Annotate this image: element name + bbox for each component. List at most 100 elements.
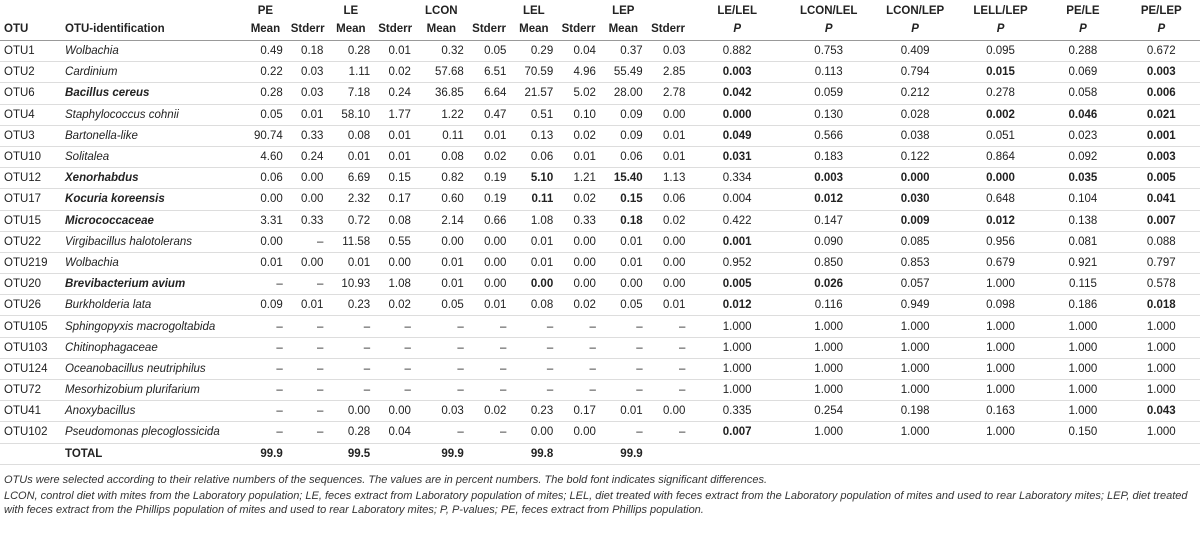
total-cell: [557, 443, 600, 465]
value-cell: –: [599, 421, 647, 444]
value-cell: 0.08: [414, 146, 468, 169]
p-value-cell: 1.000: [872, 421, 958, 444]
p-value-cell: 0.021: [1122, 104, 1200, 126]
value-cell: 0.01: [374, 146, 415, 169]
table-row: OTU22 Virgibacillus halotolerans 0.00–11.5…: [0, 231, 1200, 253]
value-cell: 0.00: [374, 252, 415, 275]
identification-cell: Solitalea: [61, 146, 245, 169]
p-value-cell: 0.198: [872, 400, 958, 423]
total-cell: 99.8: [510, 443, 558, 465]
total-cell: [957, 443, 1044, 465]
value-cell: 0.01: [467, 294, 511, 317]
p-value-cell: 0.058: [1043, 82, 1123, 105]
otu-cell: OTU124: [0, 358, 62, 381]
value-cell: 0.03: [646, 40, 690, 63]
value-cell: 10.93: [327, 273, 375, 296]
value-cell: 0.24: [286, 146, 328, 169]
total-row: TOTAL 99.9 99.5 99.9 99.8 99.9: [0, 443, 1200, 465]
p-value-cell: 1.000: [957, 273, 1044, 296]
identification-cell: Anoxybacillus: [61, 400, 245, 423]
value-cell: 0.00: [557, 273, 600, 296]
otu-cell: OTU1: [0, 40, 62, 63]
identification-cell: Oceanobacillus neutriphilus: [61, 358, 245, 381]
value-cell: –: [467, 421, 511, 444]
value-cell: 0.04: [557, 40, 600, 63]
value-cell: 2.32: [327, 188, 375, 211]
total-cell: 99.9: [599, 443, 647, 465]
value-cell: 57.68: [414, 61, 468, 84]
value-cell: 0.01: [599, 231, 647, 253]
value-cell: 0.49: [244, 40, 287, 63]
value-cell: 0.01: [244, 252, 287, 275]
otu-cell: OTU219: [0, 252, 62, 275]
value-cell: 0.01: [646, 146, 690, 169]
column-sub-label: P: [733, 23, 742, 35]
table-row: OTU103 Chitinophagaceae – – – – – – – – – –1.000 1.0…: [0, 337, 1200, 359]
p-value-cell: 1.000: [689, 379, 785, 402]
otu-cell: OTU26: [0, 294, 62, 317]
value-cell: –: [510, 315, 558, 338]
value-cell: 0.01: [646, 125, 690, 147]
value-cell: –: [599, 358, 647, 381]
p-value-cell: 0.003: [784, 167, 873, 190]
value-cell: 0.01: [557, 146, 600, 169]
otu-cell: OTU2: [0, 61, 62, 84]
p-value-cell: 1.000: [1043, 315, 1123, 338]
value-cell: 0.29: [510, 40, 558, 63]
p-value-cell: 1.000: [784, 379, 873, 402]
p-value-cell: 0.030: [872, 188, 958, 211]
p-value-cell: 0.023: [1043, 125, 1123, 147]
p-value-cell: 0.038: [872, 125, 958, 147]
value-cell: –: [374, 358, 415, 381]
p-value-cell: 1.000: [957, 358, 1044, 381]
identification-cell: Mesorhizobium plurifarium: [61, 379, 245, 402]
value-cell: 0.01: [414, 273, 468, 296]
column-sub-label: Mean: [519, 23, 549, 35]
value-cell: 0.02: [557, 294, 600, 317]
p-value-cell: 0.104: [1043, 188, 1123, 211]
value-cell: –: [244, 379, 287, 402]
value-cell: 0.00: [646, 104, 690, 126]
p-value-cell: 0.956: [957, 231, 1044, 253]
total-cell: [374, 443, 415, 465]
value-cell: 0.03: [286, 61, 328, 84]
p-value-cell: 0.000: [872, 167, 958, 190]
value-cell: 3.31: [244, 210, 287, 232]
value-cell: 0.00: [557, 421, 600, 444]
p-value-cell: 0.015: [957, 61, 1044, 84]
table-row: OTU6 Bacillus cereus 0.28 0.03 7.18 0.24 36.85…: [0, 82, 1200, 105]
p-value-cell: 0.018: [1122, 294, 1200, 317]
column-header: LE/LEL P: [689, 0, 785, 41]
value-cell: 1.77: [374, 104, 415, 126]
value-cell: 0.08: [327, 125, 375, 147]
p-value-cell: 1.000: [784, 337, 873, 359]
p-value-cell: 0.090: [784, 231, 873, 253]
value-cell: –: [414, 337, 468, 359]
p-value-cell: 1.000: [872, 315, 958, 338]
value-cell: 0.17: [374, 188, 415, 211]
value-cell: 1.13: [646, 167, 690, 190]
value-cell: –: [557, 358, 600, 381]
value-cell: 0.00: [646, 252, 690, 275]
column-group-label: LE: [343, 5, 359, 17]
column-sub-label: Stderr: [561, 23, 596, 35]
value-cell: 0.11: [510, 188, 558, 211]
value-cell: 0.01: [599, 400, 647, 423]
p-value-cell: 0.864: [957, 146, 1044, 169]
value-cell: 0.00: [467, 252, 511, 275]
p-value-cell: 0.006: [1122, 82, 1200, 105]
value-cell: 0.28: [327, 421, 375, 444]
value-cell: 0.06: [646, 188, 690, 211]
otu-cell: OTU10: [0, 146, 62, 169]
column-group-label: LEP: [612, 5, 635, 17]
p-value-cell: 0.921: [1043, 252, 1123, 275]
value-cell: 0.00: [510, 273, 558, 296]
column-header: OTU: [0, 0, 62, 41]
p-value-cell: 0.046: [1043, 104, 1123, 126]
p-value-cell: 1.000: [1043, 337, 1123, 359]
value-cell: 1.08: [510, 210, 558, 232]
value-cell: 0.18: [599, 210, 647, 232]
identification-cell: Kocuria koreensis: [61, 188, 245, 211]
p-value-cell: 1.000: [784, 421, 873, 444]
table-row: OTU4 Staphylococcus cohnii 0.05 0.01 58.10 1.…: [0, 104, 1200, 126]
